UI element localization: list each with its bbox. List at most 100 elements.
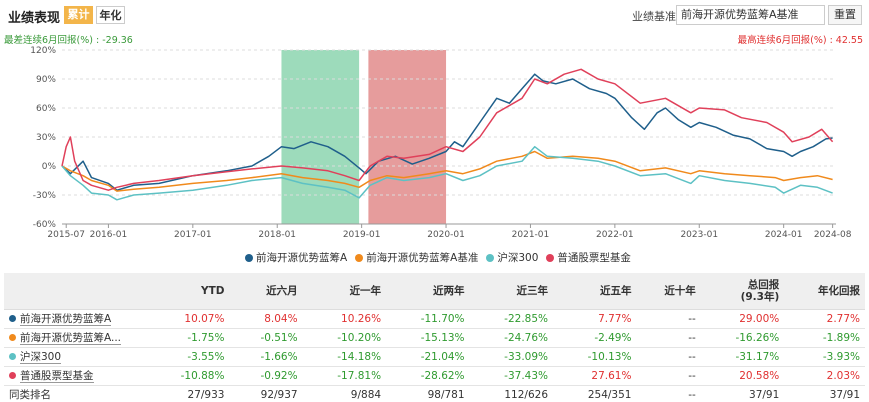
header-1y: 近一年 [302,273,387,310]
table-cell: -31.17% [700,347,785,367]
row-name: 同类排名 [4,385,146,402]
y-tick-label: -60% [33,220,57,230]
table-cell: -1.66% [229,347,303,367]
best-6m-return: 最高连续6月回报(%) : 42.55 [737,35,863,46]
performance-header: 业绩表现 累计 年化 业绩基准: 前海开源优势蓝筹A基准 重置 [0,0,869,30]
x-tick-label: 2024-01 [765,230,803,240]
performance-table: YTD 近六月 近一年 近两年 近三年 近五年 近十年 总回报 (9.3年) 年化… [4,273,865,402]
x-tick-label: 2019-01 [343,230,381,240]
header-3y: 近三年 [469,273,553,310]
row-color-dot [9,352,16,360]
row-name-label: 沪深300 [20,350,62,364]
table-row: 沪深300 -3.55% -1.66% -14.18% -21.04% -33.09% -1… [4,347,865,367]
table-cell: -1.89% [784,328,865,348]
y-tick-label: 30% [36,133,56,143]
table-cell: -15.13% [386,328,470,348]
legend-label: 普通股票型基金 [557,252,631,264]
legend-label: 前海开源优势蓝筹A基准 [366,252,479,264]
header-2y: 近两年 [386,273,470,310]
table-cell: 29.00% [700,309,785,329]
table-cell: -- [636,385,701,402]
tab-annualized[interactable]: 年化 [96,6,125,24]
table-cell: 98/781 [386,385,470,402]
series-line-0 [61,73,833,191]
table-cell: 10.26% [302,309,387,329]
legend-item[interactable]: 前海开源优势蓝筹A [245,250,347,265]
table-cell: 254/351 [553,385,637,402]
table-cell: -- [636,309,701,329]
row-name: 前海开源优势蓝筹A [4,309,146,329]
y-tick-label: 120% [30,46,56,56]
legend-dot [486,254,495,262]
benchmark-label: 业绩基准: [632,10,680,23]
table-cell: -11.70% [386,309,470,329]
header-total-period: (9.3年) [740,290,780,303]
table-cell: 10.07% [146,309,230,329]
table-cell: -28.62% [386,366,470,386]
header-name [4,273,146,310]
table-cell: -21.04% [386,347,470,367]
tab-cumulative[interactable]: 累计 [64,6,93,24]
row-name: 沪深300 [4,347,146,367]
table-cell: 27.61% [553,366,637,386]
table-cell: -14.18% [302,347,387,367]
x-tick-label: 2016-01 [90,230,128,240]
row-name-label: 前海开源优势蓝筹A... [20,331,122,345]
table-row: 前海开源优势蓝筹A 10.07% 8.04% 10.26% -11.70% -22.85%… [4,309,865,329]
table-cell: -1.75% [146,328,230,348]
table-cell: -37.43% [469,366,553,386]
header-total: 总回报 (9.3年) [700,273,785,310]
performance-line-chart: 120% 90% 60% 30% 0% -30% -60%2015-07 2016-01 201… [30,46,851,240]
table-cell: -- [636,347,701,367]
legend-item[interactable]: 沪深300 [486,250,538,265]
table-row: 前海开源优势蓝筹A... -1.75% -0.51% -10.20% -15.13% -2… [4,328,865,348]
table-cell: 27/933 [146,385,230,402]
row-name-label: 普通股票型基金 [20,369,94,383]
table-cell: -3.55% [146,347,230,367]
table-cell: 37/91 [700,385,785,402]
row-name: 普通股票型基金 [4,366,146,386]
y-tick-label: 60% [36,104,56,114]
legend-dot [546,254,555,262]
header-ytd: YTD [146,273,230,310]
table-cell: 2.77% [784,309,865,329]
table-cell: 2.03% [784,366,865,386]
series-line-1 [61,150,833,192]
table-row: 普通股票型基金 -10.88% -0.92% -17.81% -28.62% -37.43… [4,366,865,386]
table-cell: -2.49% [553,328,637,348]
chart-legend: 前海开源优势蓝筹A 前海开源优势蓝筹A基准 沪深300 普通股票型基金 [245,250,639,264]
table-header-row: YTD 近六月 近一年 近两年 近三年 近五年 近十年 总回报 (9.3年) 年化… [4,273,865,310]
table-cell: 8.04% [229,309,303,329]
section-title: 业绩表现 [8,11,61,26]
table-cell: -33.09% [469,347,553,367]
header-10y: 近十年 [636,273,701,310]
legend-label: 前海开源优势蓝筹A [256,252,348,264]
row-name-label: 前海开源优势蓝筹A [20,312,112,326]
y-tick-label: 90% [36,75,56,85]
table-cell: 37/91 [784,385,865,402]
x-tick-label: 2023-01 [680,230,718,240]
x-tick-label: 2022-01 [596,230,634,240]
table-cell: 9/884 [302,385,387,402]
x-tick-label: 2015-07 [47,230,85,240]
table-cell: -0.92% [229,366,303,386]
table-cell: 92/937 [229,385,303,402]
row-color-dot [9,314,16,322]
series-line-3 [61,68,834,191]
legend-dot [245,254,253,262]
table-cell: 112/626 [469,385,553,402]
table-cell: -10.88% [146,366,230,386]
row-name-label: 同类排名 [9,388,51,401]
legend-item[interactable]: 普通股票型基金 [546,250,631,265]
table-cell: -10.13% [553,347,637,367]
row-color-dot [9,333,16,341]
row-color-dot [9,371,16,379]
worst-6m-return: 最差连续6月回报(%) : -29.36 [4,35,133,46]
table-cell: 7.77% [553,309,637,329]
reset-button[interactable]: 重置 [828,5,862,25]
table-cell: -0.51% [229,328,303,348]
table-cell: -- [636,366,701,386]
legend-label: 沪深300 [497,252,539,264]
benchmark-select[interactable]: 前海开源优势蓝筹A基准 [676,5,825,25]
legend-item[interactable]: 前海开源优势蓝筹A基准 [355,250,478,265]
